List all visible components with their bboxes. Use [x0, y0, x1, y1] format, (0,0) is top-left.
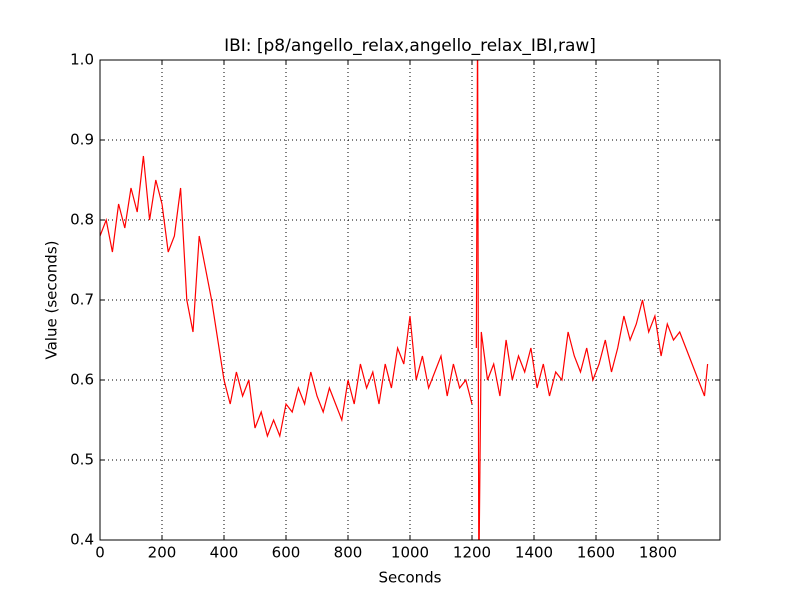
- x-tick-label: 400: [210, 544, 239, 562]
- x-tick-label: 1600: [577, 544, 615, 562]
- x-tick-label: 1000: [391, 544, 429, 562]
- x-tick-label: 200: [148, 544, 177, 562]
- y-tick-label: 0.5: [70, 451, 94, 469]
- y-tick-label: 0.7: [70, 291, 94, 309]
- x-tick-label: 600: [272, 544, 301, 562]
- data-line: [100, 60, 709, 540]
- chart-title: IBI: [p8/angello_relax,angello_relax_IBI…: [224, 36, 596, 56]
- plot-frame: [99, 59, 721, 541]
- x-tick-label: 1200: [453, 544, 491, 562]
- y-tick-label: 0.6: [70, 371, 94, 389]
- y-tick-label: 0.8: [70, 211, 94, 229]
- y-axis-label: Value (seconds): [43, 241, 61, 360]
- y-tick-label: 1.0: [70, 51, 94, 69]
- x-tick-label: 0: [95, 544, 105, 562]
- x-tick-label: 1400: [515, 544, 553, 562]
- x-axis-label: Seconds: [378, 569, 441, 587]
- x-tick-label: 800: [334, 544, 363, 562]
- y-tick-label: 0.9: [70, 131, 94, 149]
- x-tick-label: 1800: [639, 544, 677, 562]
- y-tick-label: 0.4: [70, 531, 94, 549]
